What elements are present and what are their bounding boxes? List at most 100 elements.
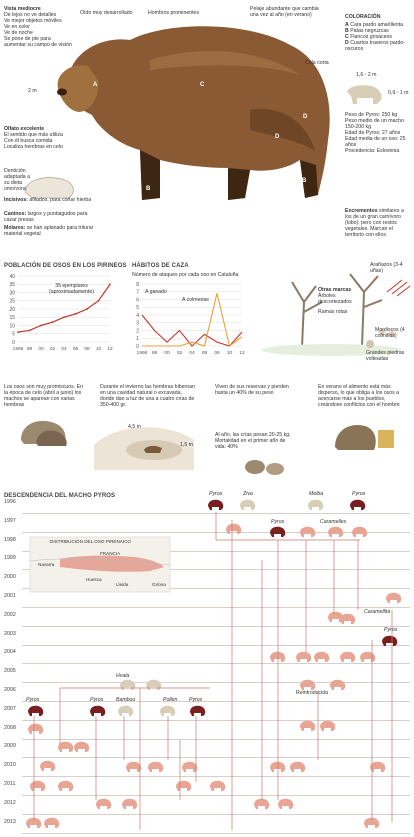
caza-legend-colmenas: A colmenas	[182, 297, 209, 303]
year-rule	[22, 757, 410, 759]
olfato-item: El sentido que más utiliza	[4, 132, 63, 138]
bear-icon	[44, 817, 60, 828]
map-label-navarra: Navarra	[38, 562, 55, 567]
vista-item: De lejos no ve detalles	[4, 12, 57, 18]
marks-illustration	[262, 273, 411, 356]
name-ziva: Ziva	[243, 491, 253, 497]
bear-icon	[254, 798, 270, 809]
year-label: 2004	[4, 649, 16, 656]
aranazos-label: Arañazos (3-4 uñas)	[370, 262, 403, 274]
letter-b3: B	[302, 178, 307, 184]
oido-label: Oído muy desarrollado	[80, 10, 133, 16]
year-rule	[22, 776, 410, 778]
vista-item: Ve en color	[4, 24, 30, 30]
letter-a: A	[93, 82, 98, 88]
vista-list: De lejos no ve detalles Ve mejor objetos…	[4, 12, 74, 48]
year-rule	[22, 663, 410, 665]
bear-shape	[190, 705, 206, 716]
bear-icon	[270, 651, 286, 662]
hombros-label: Hombros prominentes	[148, 10, 200, 16]
x-tick-label: 08	[214, 350, 220, 356]
year-rule	[22, 795, 410, 796]
poblacion-chart: 0 5 10 15 20 25 30 35 40 1996 98 00 02 04 06 08 10 12	[9, 274, 113, 352]
name-pollen: Pollen	[163, 697, 178, 703]
bear-shape	[240, 499, 256, 510]
y-tick-label: 5	[136, 305, 139, 311]
year-rule	[22, 588, 410, 590]
y-tick-label: 8	[136, 282, 139, 288]
bear-icon	[370, 761, 386, 772]
olfato-list: El sentido que más utiliza Con él busca …	[4, 132, 74, 150]
year-label: 2001	[4, 593, 16, 599]
x-tick-label: 04	[189, 350, 195, 356]
y-tick-label: 3	[136, 321, 139, 327]
year-rule	[22, 813, 410, 815]
letter-b2: B	[146, 186, 151, 192]
bear-shape	[118, 705, 134, 716]
y-tick-label: 1	[136, 336, 139, 342]
population-point	[40, 324, 42, 327]
y-tick-label: 10	[9, 323, 15, 329]
name-pyros-1996: Pyros	[209, 491, 223, 497]
bear-icon	[58, 780, 74, 791]
bear-shape	[40, 760, 56, 771]
x-tick-label: 12	[107, 346, 113, 352]
bear-icon	[208, 499, 224, 510]
bear-icon	[58, 741, 74, 752]
x-tick-label: 12	[239, 350, 245, 356]
vista-item: Se pone de pie para aumentar su campo de…	[4, 36, 72, 48]
series-line-colmenas	[142, 293, 243, 347]
map-label-francia: FRANCIA	[100, 551, 121, 556]
bear-icon	[300, 679, 316, 690]
map-label-girona: Girona	[152, 582, 166, 587]
dim-height: 0,9 - 1 m	[388, 90, 409, 96]
year-rule	[22, 832, 410, 834]
y-tick-label: 25	[9, 299, 15, 305]
bear-icon	[308, 499, 324, 510]
incisivos-text: Incisivos: afilados, para cortar hierba	[4, 197, 92, 203]
cola-label: Cola corta	[305, 60, 329, 66]
bear-icon	[240, 499, 256, 510]
cubs-illustration	[245, 460, 284, 475]
tree-title: DESCENDENCIA DEL MACHO PYROS	[4, 493, 116, 499]
bear-icon	[190, 705, 206, 716]
poblacion-title: POBLACIÓN DE OSOS EN LOS PIRINEOS	[4, 263, 127, 269]
bear-shape	[382, 635, 398, 646]
map-label-huesca: Huesca	[86, 577, 102, 582]
year-label: 1996	[4, 499, 16, 505]
name-hvala: Hvala	[116, 673, 130, 679]
y-tick-label: 4	[136, 313, 139, 319]
distribution-map	[29, 536, 171, 593]
bear-icon	[300, 526, 316, 537]
y-tick-label: 0	[136, 344, 139, 350]
bear-shape	[270, 761, 286, 772]
bear-shape	[328, 526, 344, 537]
caza-subtitle: Número de ataques por cada oso en Catalu…	[132, 272, 239, 278]
bear-icon	[364, 817, 380, 828]
population-point	[28, 329, 31, 332]
year-label: 2009	[4, 743, 16, 750]
bear-shape	[330, 679, 346, 690]
year-label: 2000	[4, 574, 16, 581]
bear-icon	[330, 679, 346, 690]
den-length: 4,5 m	[128, 424, 141, 430]
population-point	[51, 321, 54, 324]
year-label: 2005	[4, 668, 16, 675]
bear-shape	[300, 720, 316, 731]
coloracion-list: A Cara pardo amarillenta B Patas negruzc…	[345, 22, 405, 52]
letter-b: B	[118, 155, 123, 161]
bear-icon	[40, 760, 56, 771]
excrementos-text: Excrementos similares a los de un gran c…	[345, 208, 404, 238]
bear-icon	[226, 523, 242, 534]
bear-icon	[296, 651, 312, 662]
series-line-ganado	[141, 314, 243, 347]
bear-icon	[182, 761, 198, 772]
population-point	[63, 316, 65, 319]
x-tick-label: 1996	[13, 346, 24, 352]
letter-d2: D	[275, 134, 280, 140]
bear-icon	[96, 798, 112, 809]
name-pyros-1996b: Pyros	[352, 491, 366, 497]
year-rule	[22, 644, 410, 646]
x-tick-label: 10	[227, 350, 233, 356]
